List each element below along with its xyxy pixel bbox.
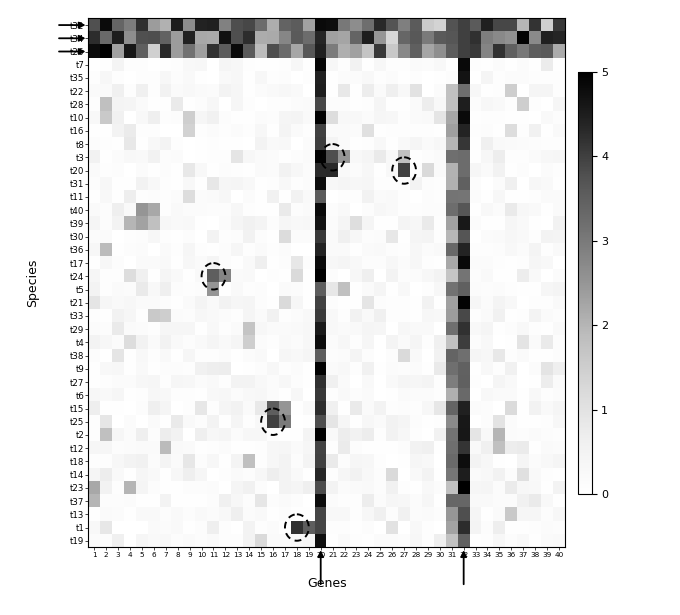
Y-axis label: Species: Species xyxy=(27,259,39,307)
X-axis label: Genes: Genes xyxy=(307,577,347,590)
